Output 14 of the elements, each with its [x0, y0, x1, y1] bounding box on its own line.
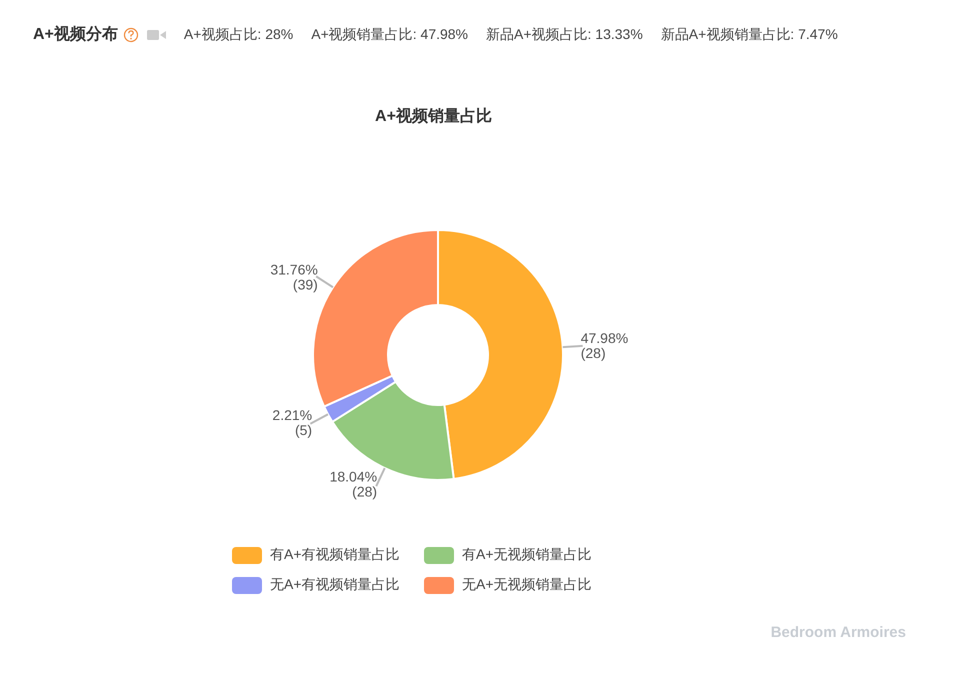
legend-label: 有A+无视频销量占比 [462, 546, 592, 564]
legend-label: 无A+有视频销量占比 [270, 576, 400, 594]
text: A+视频分布 [33, 24, 118, 45]
data-label: 47.98% (28) [580, 330, 628, 361]
text: A+视频占比: 28% [184, 26, 294, 44]
text: 新品A+视频占比: 13.33% [486, 26, 643, 44]
legend-label: 有A+有视频销量占比 [270, 546, 400, 564]
chart-subtitle: A+视频销量占比 [374, 106, 493, 127]
data-label: 18.04% (28) [330, 468, 378, 500]
text: 新品A+视频销量占比: 7.47% [660, 26, 838, 44]
legend-label: 无A+无视频销量占比 [462, 576, 592, 594]
text: A+视频销量占比: 47.98% [311, 26, 468, 44]
data-label: 2.21% (5) [272, 406, 312, 438]
data-label: 31.76% (39) [270, 261, 318, 292]
